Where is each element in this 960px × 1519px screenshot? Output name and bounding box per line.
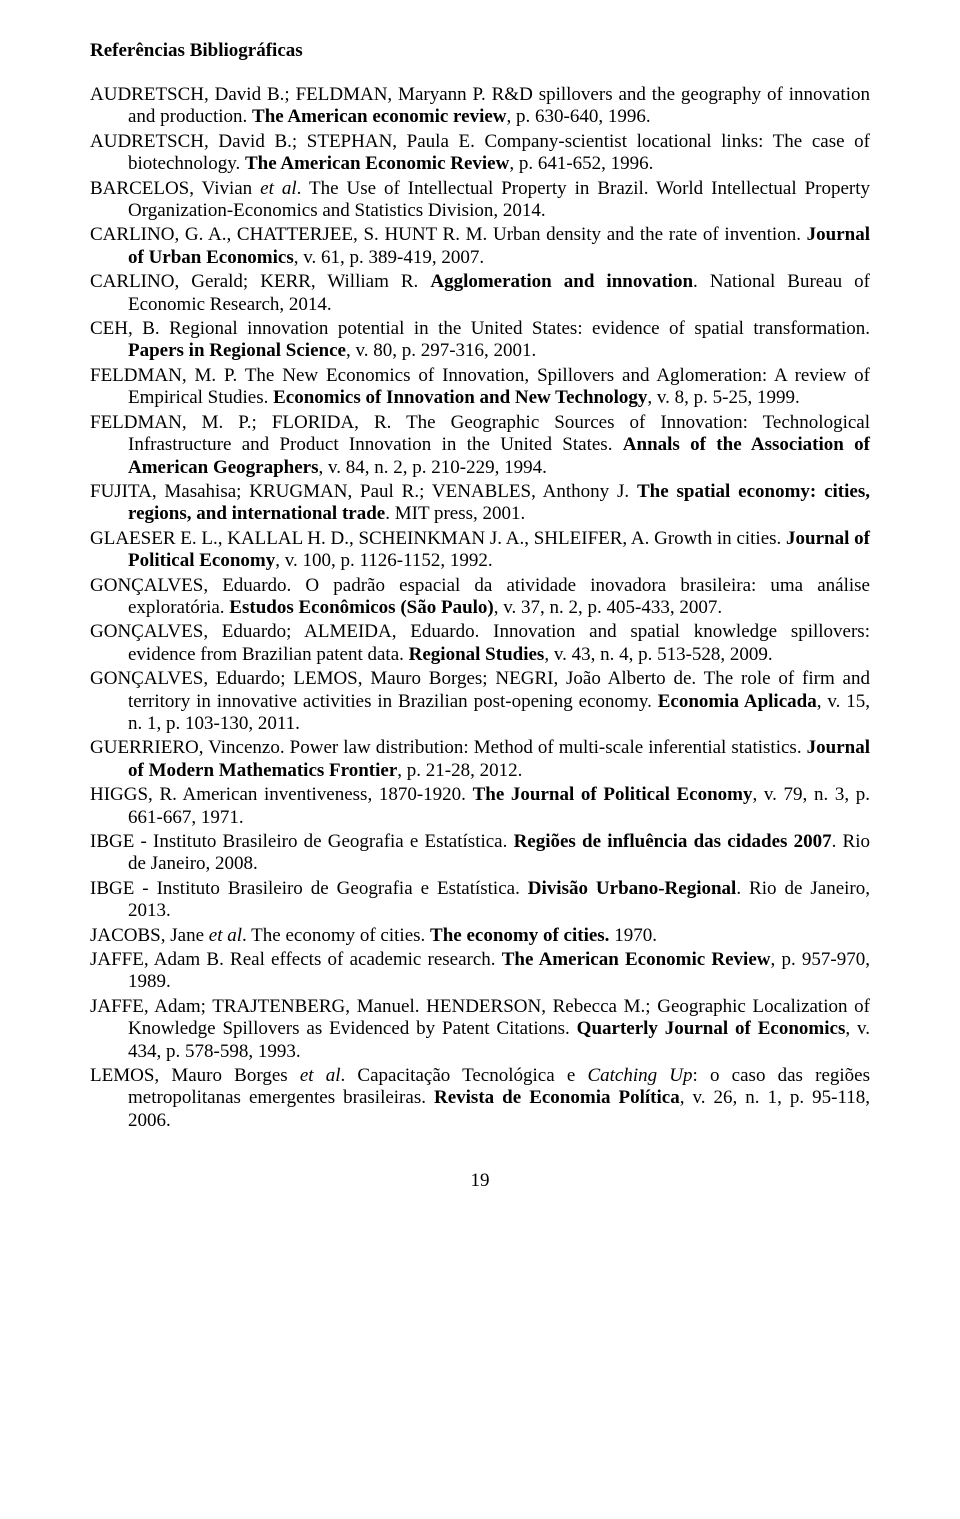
- reference-entry: FUJITA, Masahisa; KRUGMAN, Paul R.; VENA…: [90, 481, 870, 526]
- page-container: Referências Bibliográficas AUDRETSCH, Da…: [0, 0, 960, 1232]
- section-heading: Referências Bibliográficas: [90, 40, 870, 62]
- reference-entry: AUDRETSCH, David B.; STEPHAN, Paula E. C…: [90, 131, 870, 176]
- reference-entry: JAFFE, Adam B. Real effects of academic …: [90, 949, 870, 994]
- reference-entry: GUERRIERO, Vincenzo. Power law distribut…: [90, 737, 870, 782]
- reference-entry: JACOBS, Jane et al. The economy of citie…: [90, 925, 870, 947]
- references-list: AUDRETSCH, David B.; FELDMAN, Maryann P.…: [90, 84, 870, 1132]
- reference-entry: LEMOS, Mauro Borges et al. Capacitação T…: [90, 1065, 870, 1132]
- page-number: 19: [90, 1170, 870, 1192]
- reference-entry: FELDMAN, M. P.; FLORIDA, R. The Geograph…: [90, 412, 870, 479]
- reference-entry: GONÇALVES, Eduardo; ALMEIDA, Eduardo. In…: [90, 621, 870, 666]
- reference-entry: CARLINO, G. A., CHATTERJEE, S. HUNT R. M…: [90, 224, 870, 269]
- reference-entry: BARCELOS, Vivian et al. The Use of Intel…: [90, 178, 870, 223]
- reference-entry: AUDRETSCH, David B.; FELDMAN, Maryann P.…: [90, 84, 870, 129]
- reference-entry: GLAESER E. L., KALLAL H. D., SCHEINKMAN …: [90, 528, 870, 573]
- reference-entry: CARLINO, Gerald; KERR, William R. Agglom…: [90, 271, 870, 316]
- reference-entry: JAFFE, Adam; TRAJTENBERG, Manuel. HENDER…: [90, 996, 870, 1063]
- reference-entry: IBGE - Instituto Brasileiro de Geografia…: [90, 831, 870, 876]
- reference-entry: FELDMAN, M. P. The New Economics of Inno…: [90, 365, 870, 410]
- reference-entry: GONÇALVES, Eduardo. O padrão espacial da…: [90, 575, 870, 620]
- reference-entry: IBGE - Instituto Brasileiro de Geografia…: [90, 878, 870, 923]
- reference-entry: GONÇALVES, Eduardo; LEMOS, Mauro Borges;…: [90, 668, 870, 735]
- reference-entry: HIGGS, R. American inventiveness, 1870-1…: [90, 784, 870, 829]
- reference-entry: CEH, B. Regional innovation potential in…: [90, 318, 870, 363]
